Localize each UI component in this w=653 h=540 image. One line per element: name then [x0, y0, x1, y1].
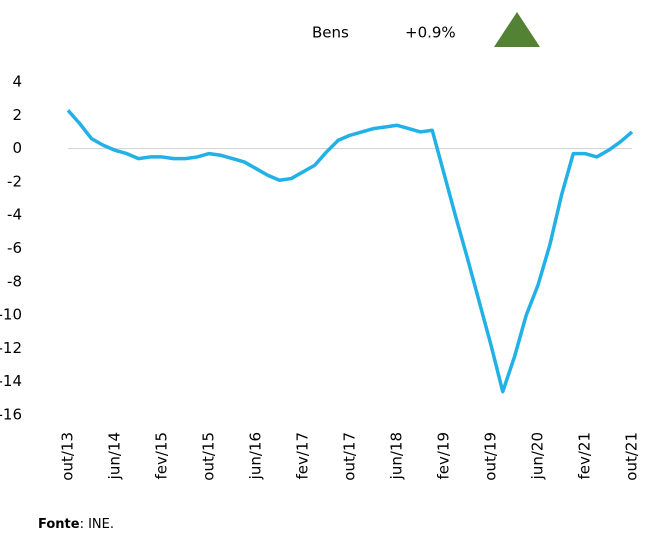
x-tick-label: jun/18 [388, 432, 406, 480]
source: Fonte: INE. [38, 517, 114, 532]
x-tick-label: jun/16 [247, 432, 265, 480]
y-tick-label: -14 [0, 372, 22, 390]
data-line [66, 109, 634, 394]
x-tick-label: fev/19 [435, 432, 453, 480]
y-tick-label: -10 [0, 306, 22, 324]
legend-label: Bens [312, 24, 349, 42]
x-tick-label: fev/17 [294, 432, 312, 480]
y-tick-label: -8 [7, 272, 22, 290]
x-tick-label: jun/14 [106, 432, 124, 480]
x-tick-label: out/15 [200, 432, 218, 481]
change-indicator [494, 12, 540, 47]
x-tick-label: fev/21 [576, 432, 594, 480]
x-tick-label: out/21 [623, 432, 641, 481]
y-tick-label: -2 [7, 172, 22, 190]
x-tick-label: fev/15 [153, 432, 171, 480]
x-tick-label: out/13 [59, 432, 77, 481]
y-tick-label: -6 [7, 239, 22, 257]
source-label: Fonte [38, 517, 80, 532]
y-tick-label: -16 [0, 406, 22, 424]
x-tick-label: jun/20 [529, 432, 547, 480]
change-label: +0.9% [405, 24, 456, 42]
y-tick-label: 0 [12, 139, 22, 157]
y-tick-label: -12 [0, 339, 22, 357]
x-tick-label: out/19 [482, 432, 500, 481]
y-tick-label: 2 [12, 106, 22, 124]
y-tick-label: -4 [7, 206, 22, 224]
y-tick-label: 4 [12, 73, 22, 91]
x-tick-label: out/17 [341, 432, 359, 481]
source-text: : INE. [80, 517, 114, 532]
